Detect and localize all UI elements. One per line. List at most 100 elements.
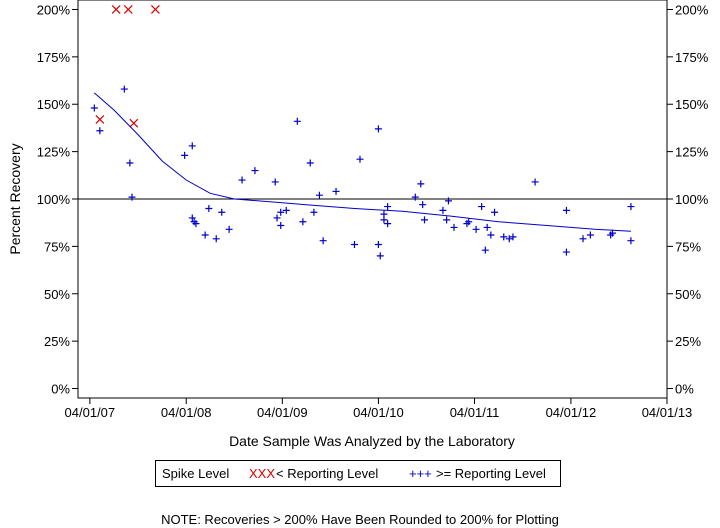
- y-tick-label-right: 200%: [675, 2, 709, 17]
- point-at-or-above-reporting: [439, 206, 447, 214]
- y-tick-label-right: 50%: [675, 287, 701, 302]
- point-at-or-above-reporting: [411, 193, 419, 201]
- point-at-or-above-reporting: [531, 178, 539, 186]
- point-at-or-above-reporting: [238, 176, 246, 184]
- point-at-or-above-reporting: [212, 235, 220, 243]
- x-tick-label: 04/01/07: [65, 405, 116, 420]
- point-at-or-above-reporting: [562, 206, 570, 214]
- point-at-or-above-reporting: [251, 167, 259, 175]
- y-tick-label-left: 100%: [37, 192, 71, 207]
- x-tick-label: 04/01/12: [546, 405, 597, 420]
- point-at-or-above-reporting: [579, 235, 587, 243]
- y-tick-label-left: 175%: [37, 50, 71, 65]
- legend-marker-below: XXX: [249, 466, 276, 481]
- axes: 0% 0% 25% 25% 50% 50% 75% 75% 100% 100% 125% 125% 15…: [37, 2, 709, 420]
- point-at-or-above-reporting: [128, 193, 136, 201]
- legend: Spike Level XXX < Reporting Level +++ >=…: [155, 460, 561, 487]
- y-tick-label-left: 0%: [51, 382, 70, 397]
- point-below-reporting: [129, 118, 139, 128]
- point-at-or-above-reporting: [126, 159, 134, 167]
- point-at-or-above-reporting: [374, 125, 382, 133]
- point-at-or-above-reporting: [509, 233, 517, 241]
- point-at-or-above-reporting: [218, 208, 226, 216]
- point-at-or-above-reporting: [205, 204, 213, 212]
- y-tick-label-right: 175%: [675, 50, 709, 65]
- point-at-or-above-reporting: [299, 218, 307, 226]
- point-at-or-above-reporting: [319, 237, 327, 245]
- point-at-or-above-reporting: [188, 142, 196, 150]
- y-tick-label-left: 150%: [37, 97, 71, 112]
- point-at-or-above-reporting: [608, 229, 616, 237]
- point-at-or-above-reporting: [421, 216, 429, 224]
- point-at-or-above-reporting: [192, 220, 200, 228]
- point-at-or-above-reporting: [332, 187, 340, 195]
- point-at-or-above-reporting: [465, 218, 473, 226]
- point-below-reporting: [111, 5, 121, 14]
- point-at-or-above-reporting: [472, 225, 480, 233]
- point-at-or-above-reporting: [491, 208, 499, 216]
- point-at-or-above-reporting: [374, 240, 382, 248]
- point-at-or-above-reporting: [627, 237, 635, 245]
- point-at-or-above-reporting: [376, 252, 384, 260]
- point-at-or-above-reporting: [315, 191, 323, 199]
- point-at-or-above-reporting: [478, 203, 486, 211]
- point-below-reporting: [95, 114, 105, 124]
- y-tick-label-left: 125%: [37, 145, 71, 160]
- point-at-or-above-reporting: [443, 216, 451, 224]
- y-tick-label-left: 50%: [44, 287, 70, 302]
- point-at-or-above-reporting: [384, 220, 392, 228]
- x-tick-label: 04/01/09: [257, 405, 308, 420]
- x-tick-label: 04/01/08: [161, 405, 212, 420]
- point-at-or-above-reporting: [627, 203, 635, 211]
- point-at-or-above-reporting: [350, 240, 358, 248]
- point-below-reporting: [150, 5, 160, 14]
- point-at-or-above-reporting: [201, 231, 209, 239]
- legend-marker-above: +++: [409, 466, 432, 481]
- point-at-or-above-reporting: [96, 127, 104, 135]
- x-tick-label: 04/01/10: [353, 405, 404, 420]
- point-at-or-above-reporting: [310, 208, 318, 216]
- point-at-or-above-reporting: [225, 225, 233, 233]
- point-at-or-above-reporting: [277, 222, 285, 230]
- point-at-or-above-reporting: [188, 214, 196, 222]
- point-below-reporting: [123, 5, 133, 14]
- trend-line: [93, 92, 631, 232]
- point-at-or-above-reporting: [356, 155, 364, 163]
- point-at-or-above-reporting: [450, 223, 458, 231]
- chart-marks: [78, 5, 667, 260]
- point-at-or-above-reporting: [417, 180, 425, 188]
- legend-title: Spike Level: [162, 466, 230, 481]
- x-axis-label: Date Sample Was Analyzed by the Laborato…: [229, 433, 515, 449]
- y-tick-label-left: 25%: [44, 334, 70, 349]
- point-at-or-above-reporting: [293, 117, 301, 125]
- point-at-or-above-reporting: [586, 231, 594, 239]
- x-tick-label: 04/01/11: [450, 405, 500, 420]
- point-at-or-above-reporting: [384, 203, 392, 211]
- y-tick-label-left: 200%: [37, 2, 71, 17]
- legend-label-above: >= Reporting Level: [436, 466, 546, 481]
- y-tick-label-right: 75%: [675, 239, 701, 254]
- y-tick-label-right: 0%: [675, 382, 694, 397]
- point-at-or-above-reporting: [273, 214, 281, 222]
- point-at-or-above-reporting: [444, 197, 452, 205]
- point-at-or-above-reporting: [419, 201, 427, 209]
- y-tick-label-right: 25%: [675, 334, 701, 349]
- point-at-or-above-reporting: [500, 233, 508, 241]
- point-at-or-above-reporting: [181, 151, 189, 159]
- y-tick-label-right: 100%: [675, 192, 709, 207]
- point-at-or-above-reporting: [562, 248, 570, 256]
- legend-label-below: < Reporting Level: [276, 466, 379, 481]
- footnote: NOTE: Recoveries > 200% Have Been Rounde…: [161, 512, 559, 527]
- point-at-or-above-reporting: [306, 159, 314, 167]
- point-at-or-above-reporting: [271, 178, 279, 186]
- point-at-or-above-reporting: [487, 231, 495, 239]
- point-at-or-above-reporting: [505, 235, 513, 243]
- point-at-or-above-reporting: [483, 223, 491, 231]
- point-at-or-above-reporting: [120, 85, 128, 93]
- y-tick-label-right: 150%: [675, 97, 709, 112]
- y-tick-label-left: 75%: [44, 239, 70, 254]
- x-tick-label: 04/01/13: [642, 405, 693, 420]
- y-tick-label-right: 125%: [675, 145, 709, 160]
- point-at-or-above-reporting: [481, 246, 489, 254]
